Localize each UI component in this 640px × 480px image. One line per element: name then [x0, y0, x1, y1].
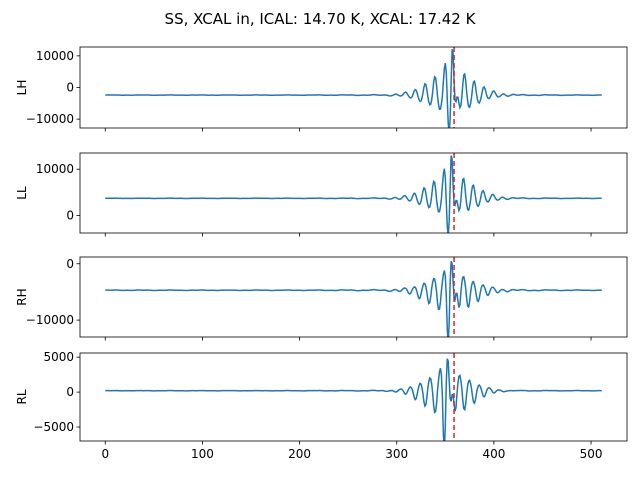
- x-tick-label: 200: [288, 447, 311, 461]
- y-tick-label: 10000: [36, 49, 74, 63]
- x-tick-label: 0: [101, 447, 109, 461]
- series-line-rl: [105, 358, 602, 441]
- chart-title: SS, XCAL in, ICAL: 14.70 K, XCAL: 17.42 …: [165, 10, 477, 28]
- y-tick-label: −10000: [26, 112, 74, 126]
- y-tick-label: 0: [66, 257, 74, 271]
- series-line-ll: [105, 155, 602, 233]
- y-tick-label: 10000: [36, 162, 74, 176]
- panel-ll: 10000 0 LL: [15, 152, 628, 237]
- y-axis-label: LH: [15, 80, 29, 96]
- y-axis-label: RH: [15, 288, 29, 305]
- axes-frame: [79, 46, 628, 129]
- y-axis-label: LL: [15, 186, 29, 200]
- panels: 100000−10000LH100000LL0−10000RH50000−500…: [15, 46, 628, 461]
- panel-rh: 0 −10000 RH: [15, 256, 628, 341]
- series-line-rh: [105, 261, 602, 337]
- y-tick-label: 5000: [43, 350, 74, 364]
- series-line-lh: [105, 49, 602, 128]
- y-tick-label: 0: [66, 385, 74, 399]
- y-axis-label: RL: [15, 389, 29, 404]
- panel-lh: 10000 0 −10000 LH: [15, 46, 628, 132]
- x-tick-label: 400: [482, 447, 505, 461]
- y-tick-label: −10000: [26, 313, 74, 327]
- axes-frame: [79, 256, 628, 338]
- y-tick-label: −5000: [33, 420, 74, 434]
- y-tick-label: 0: [66, 81, 74, 95]
- axes-frame: [79, 152, 628, 234]
- x-tick-label: 100: [191, 447, 214, 461]
- x-tick-label: 500: [580, 447, 603, 461]
- axes-frame: [79, 352, 628, 442]
- x-tick-label: 300: [385, 447, 408, 461]
- y-tick-label: 0: [66, 208, 74, 222]
- panel-rl: 5000 0 −5000 0 100 200 300 400 500 RL: [15, 350, 628, 461]
